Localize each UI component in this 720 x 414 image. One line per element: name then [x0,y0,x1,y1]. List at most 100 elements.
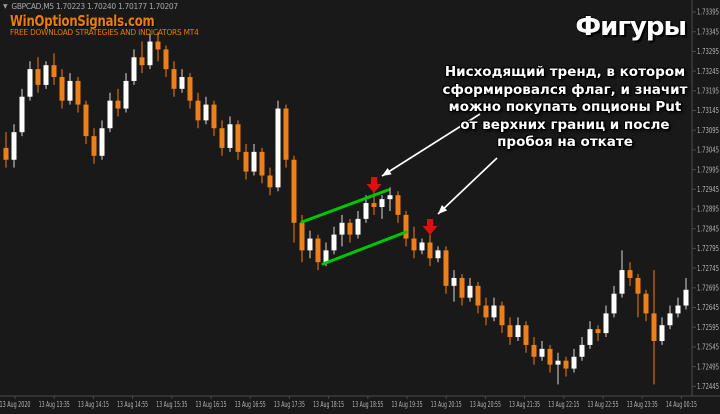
candle-body [371,203,377,208]
time-axis-label: 13 Aug 15:35 [156,400,187,409]
candle-body [579,344,585,357]
pointer-arrowhead-icon [438,205,448,214]
watermark-tagline: FREE DOWNLOAD STRATEGIES AND INDICATORS … [10,28,199,37]
time-axis-label: 13 Aug 2020 [0,400,31,409]
candle-body [267,175,273,188]
candle-body [451,277,457,286]
candle-body [275,108,281,188]
candle-body [147,41,153,66]
candle-body [539,348,545,357]
time-axis-label: 13 Aug 19:35 [392,400,423,409]
candle-body [675,305,681,314]
candle-body [131,57,137,81]
candle-body [43,65,49,85]
time-axis-label: 14 Aug 00:15 [666,400,697,409]
candle-body [59,77,65,101]
time-axis[interactable]: 13 Aug 2020 13 Aug 13:35 13 Aug 14:15 13 Au… [0,396,697,409]
candle-body [387,195,393,200]
candle-body [211,104,217,129]
price-axis-label: 1.73245 [697,67,719,76]
candle-body [227,124,233,148]
price-axis[interactable]: 1.73395 1.73345 1.73295 1.73245 1.73195 1.731… [692,8,719,391]
candle-body [563,360,569,369]
candle-body [331,234,337,251]
time-axis-label: 13 Aug 16:55 [235,400,266,409]
candle-body [203,104,209,121]
pointer-arrow-line [437,157,498,215]
candle-body [475,285,481,306]
price-axis-label: 1.72495 [697,362,719,371]
candle-body [187,77,193,101]
candle-body [531,344,537,357]
sell-signal-arrows[interactable] [366,177,438,235]
candle-body [667,313,673,326]
time-axis-label: 13 Aug 14:15 [78,400,109,409]
candle-body [627,270,633,278]
sell-arrow-icon[interactable] [366,177,382,193]
candle-body [3,147,9,160]
candle-body [411,238,417,251]
candle-body [491,305,497,318]
page-title: Фигуры [575,12,687,42]
candle-body [283,108,289,160]
candle-body [35,69,41,85]
candle-body [355,218,361,235]
price-axis-label: 1.72945 [697,185,719,194]
chart-axes [0,0,720,397]
candle-body [235,124,241,152]
candle-body [555,360,561,365]
candle-body [427,242,433,259]
flag-channel-lines[interactable] [300,188,408,266]
price-axis-label: 1.72545 [697,343,719,352]
candle-body [139,57,145,66]
candle-body [347,222,353,235]
candle-body [243,151,249,172]
price-axis-label: 1.72595 [697,323,719,332]
candle-body [171,69,177,89]
flag-trendline[interactable] [300,188,390,224]
candle-body [291,159,297,223]
candle-body [467,285,473,298]
candle-body [307,238,313,251]
candle-body [571,356,577,369]
candles [3,31,689,385]
candle-body [515,325,521,338]
pointer-arrowhead-icon [382,167,392,176]
price-axis-label: 1.73095 [697,126,719,135]
candle-body [499,305,505,326]
candle-body [75,80,81,105]
chart-symbol-ohlc: GBPCAD,M5 1.70223 1.70240 1.70177 1.7020… [11,2,178,11]
time-axis-label: 13 Aug 22:15 [548,400,579,409]
candle-body [51,65,57,78]
flag-trendline[interactable] [321,230,408,266]
candle-body [595,329,601,334]
candle-body [323,250,329,263]
price-axis-label: 1.73045 [697,146,719,155]
time-axis-label: 13 Aug 18:15 [313,400,344,409]
candle-body [379,199,385,208]
price-axis-label: 1.72795 [697,244,719,253]
candle-body [91,136,97,156]
candle-body [363,203,369,219]
candle-body [67,80,73,101]
pointer-arrow-line [381,113,481,177]
chart-title-bar: ▼ GBPCAD,M5 1.70223 1.70240 1.70177 1.70… [3,2,178,11]
candle-body [435,250,441,259]
time-axis-label: 13 Aug 20:15 [431,400,462,409]
time-axis-label: 13 Aug 22:55 [588,400,619,409]
price-axis-label: 1.73395 [697,8,719,17]
candle-body [507,325,513,338]
time-axis-label: 13 Aug 17:35 [274,400,305,409]
candle-body [603,313,609,334]
candle-body [315,238,321,263]
price-axis-label: 1.72695 [697,284,719,293]
time-axis-label: 13 Aug 14:55 [117,400,148,409]
candle-body [395,195,401,215]
chart-dropdown-icon[interactable]: ▼ [3,2,8,10]
candle-body [107,100,113,129]
candle-body [115,100,121,109]
time-axis-label: 13 Aug 18:55 [352,400,383,409]
sell-arrow-icon[interactable] [422,219,438,235]
